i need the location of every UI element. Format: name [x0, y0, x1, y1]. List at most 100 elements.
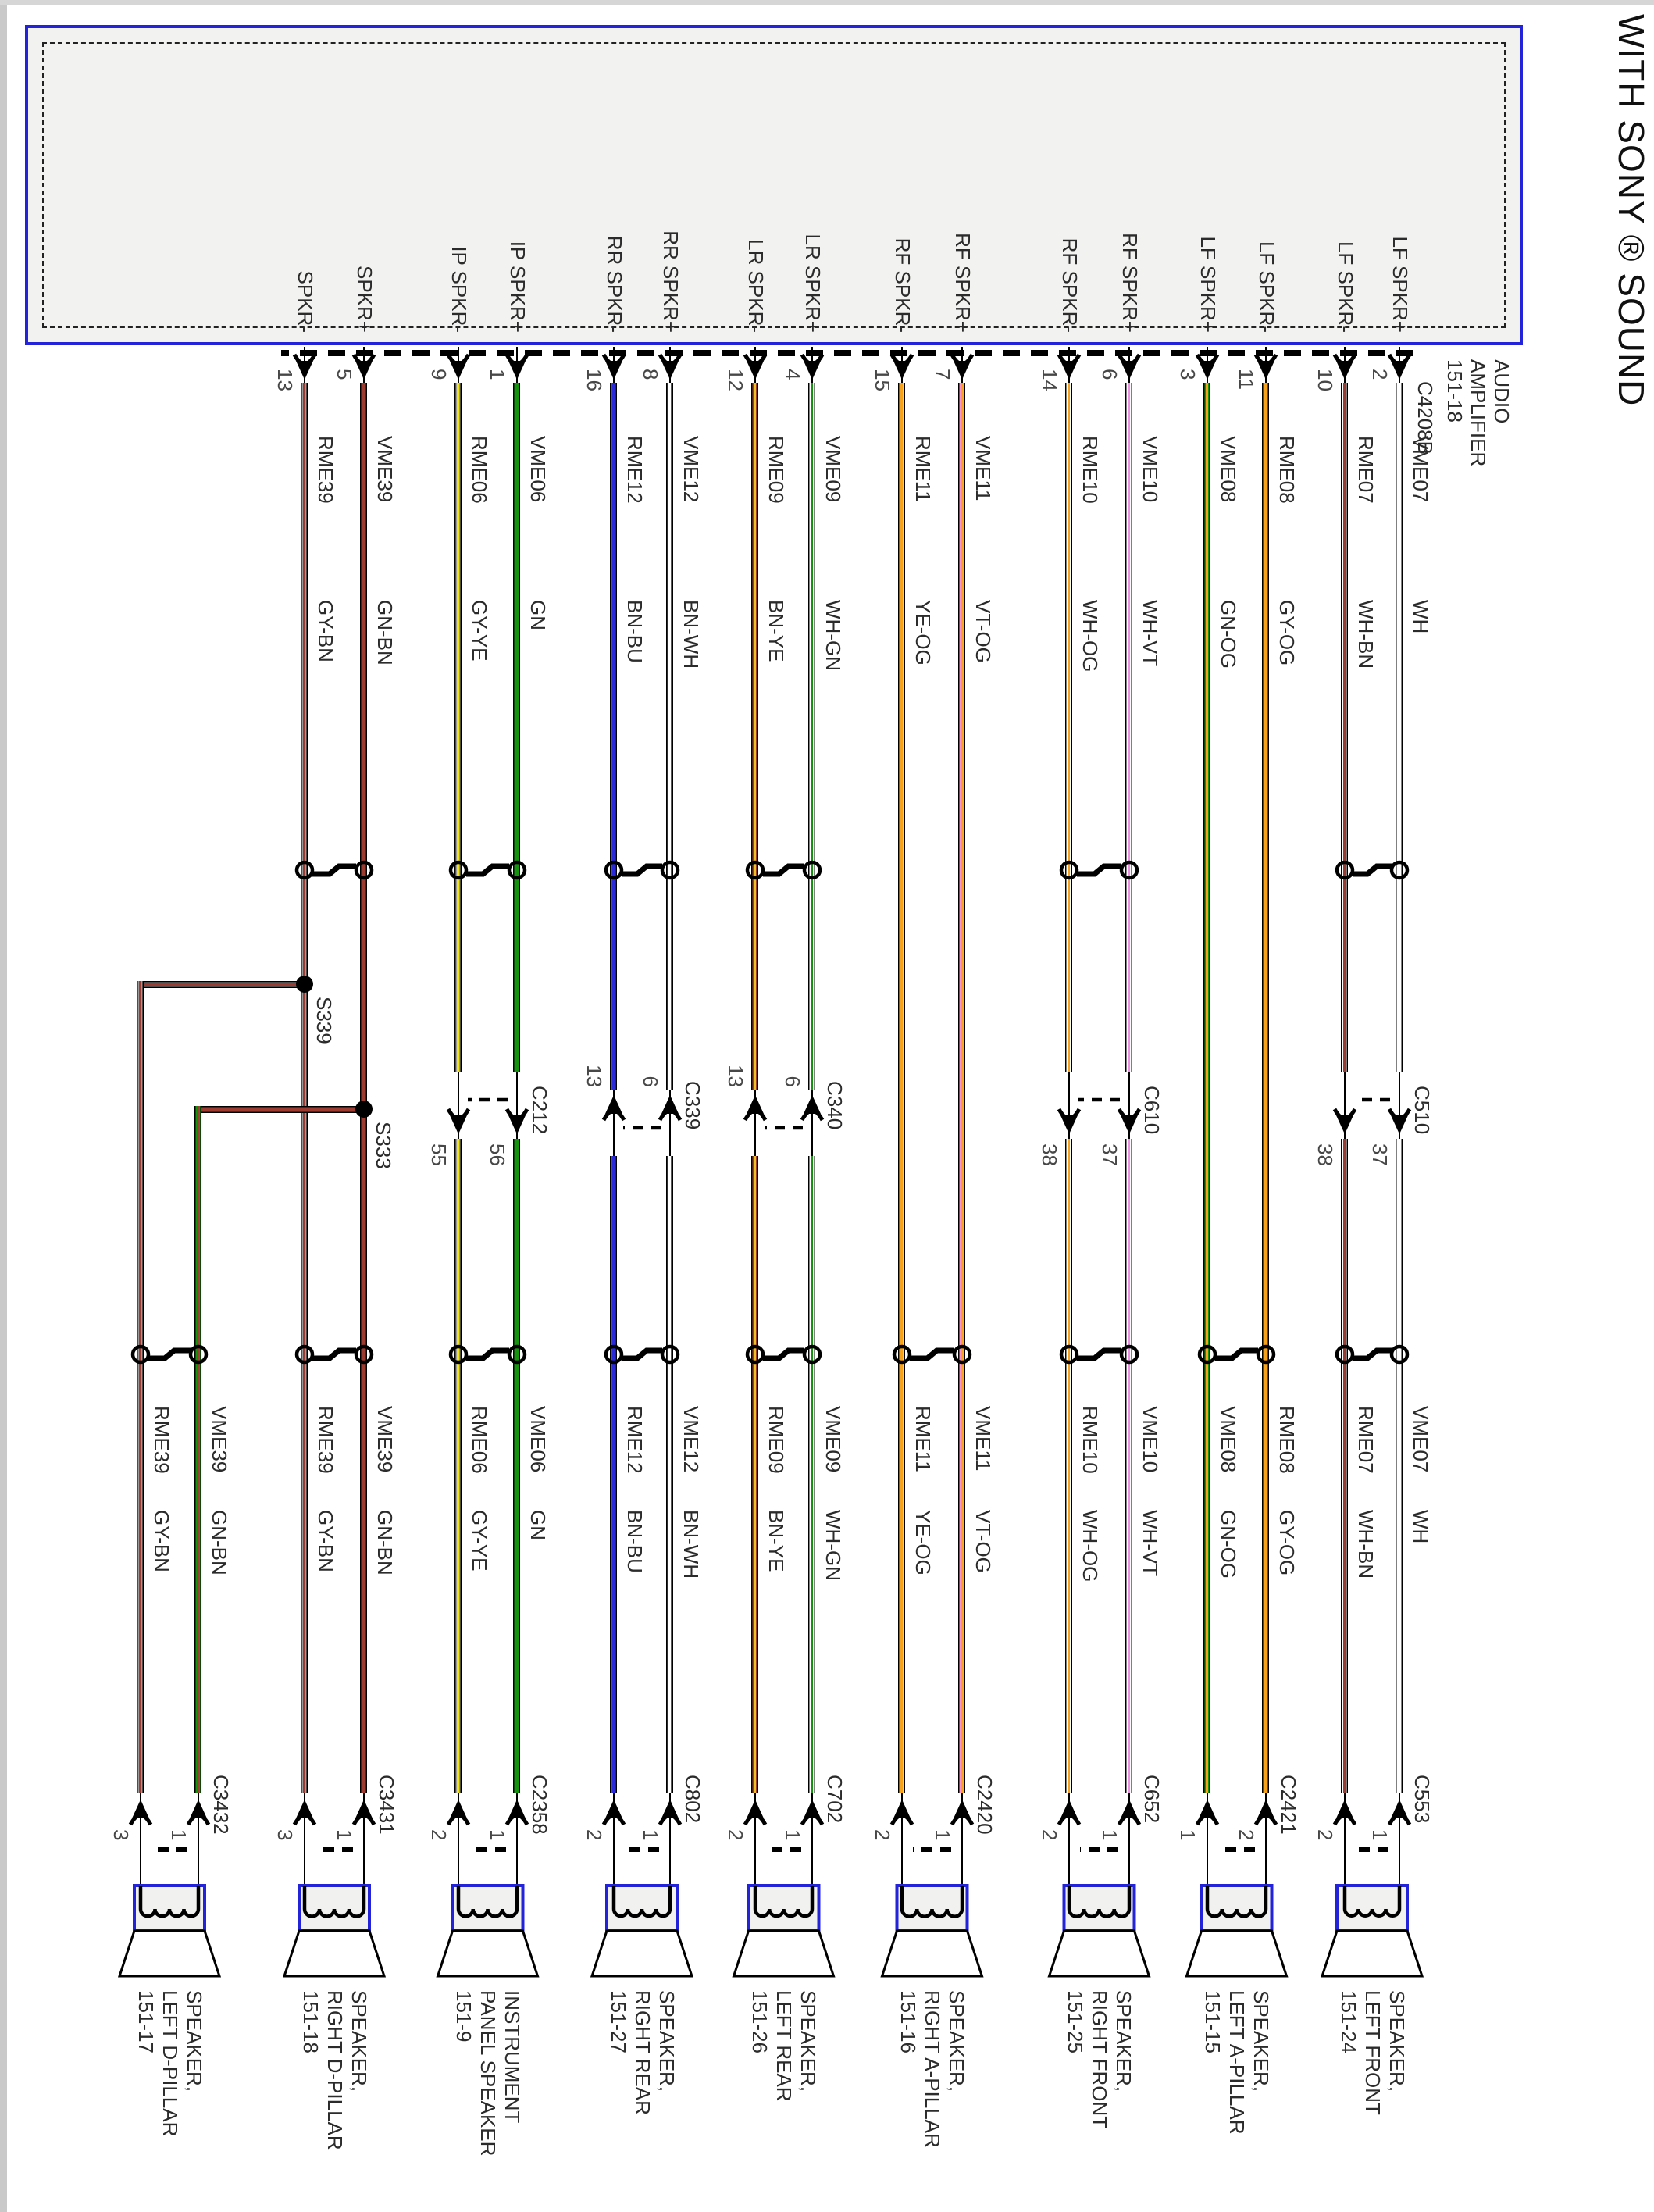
amp-pin-VME09: 4	[781, 369, 804, 380]
speaker-arrow-RME11	[893, 1800, 911, 1818]
inline-connector-ring	[604, 1344, 624, 1365]
amp-pin-RME07: 10	[1314, 369, 1337, 391]
color-label2-VME07: WH	[1409, 1510, 1432, 1544]
page-title: WITH SONY ® SOUND	[1611, 14, 1652, 407]
speaker-arrow-VME06	[504, 1813, 529, 1826]
speaker-pin-C553-2: 2	[1314, 1829, 1337, 1841]
amp-pin-VME11: 7	[931, 369, 954, 380]
speaker-coil-C2420	[900, 1886, 964, 1918]
amp-arrow-VME06	[504, 353, 529, 366]
amp-pin-VME10: 6	[1098, 369, 1121, 380]
amp-arrow-RME10	[1060, 361, 1078, 380]
speaker-coil-C2358	[456, 1886, 519, 1918]
amp-arrow-VME39	[351, 353, 376, 366]
speaker-arrow-branch-RME39	[128, 1813, 153, 1826]
mid-pin-C340-6: 6	[781, 1076, 804, 1087]
amp-arrow-VME10	[1117, 353, 1142, 366]
inline-connector-ring	[130, 1344, 151, 1365]
color-label2-RME12: BN-BU	[623, 1510, 647, 1573]
speaker-arrow-VME07	[1391, 1800, 1408, 1818]
speaker-pin-C2421-1: 1	[1176, 1829, 1200, 1841]
inline-connector-ring	[745, 1344, 765, 1365]
color-label-VME39: GN-BN	[373, 600, 397, 665]
amp-pin-VME06: 1	[486, 369, 509, 380]
speaker-arrow-VME12	[658, 1813, 683, 1826]
speaker-arrow-RME08	[1257, 1800, 1274, 1818]
amp-pin-label-VME12: RR SPKR+	[659, 230, 683, 333]
amplifier-name-line-3: 151-18	[1443, 359, 1467, 423]
speaker-name-C802-line-3: 151-27	[607, 1990, 630, 2053]
speaker-arrow-branch-VME39	[190, 1800, 207, 1818]
inline-connector-ring	[448, 1344, 469, 1365]
speaker-cone-C553	[1320, 1929, 1424, 1978]
circuit-label-VME06: VME06	[526, 436, 550, 503]
circuit-label2-VME08: VME08	[1217, 1406, 1240, 1473]
amp-arrow-VME09	[800, 353, 825, 366]
speaker-pin-C652-1: 1	[1098, 1829, 1121, 1841]
speaker-arrow-RME12	[601, 1813, 626, 1826]
mid-pin-C339-13: 13	[583, 1065, 606, 1087]
amp-arrow-RME10	[1057, 353, 1082, 366]
color-label-VME12: BN-WH	[679, 600, 703, 669]
speaker-name-C2420-line-2: RIGHT A-PILLAR	[921, 1990, 945, 2148]
speaker-arrow-RME07	[1336, 1800, 1353, 1818]
inline-connector-bar	[1353, 1347, 1392, 1361]
branch-color-label-VME39: GN-BN	[208, 1510, 231, 1575]
speaker-name-C553-line-1: SPEAKER,	[1385, 1990, 1409, 2092]
circuit-label-VME39: VME39	[373, 436, 397, 503]
inline-connector-bar	[148, 1347, 191, 1361]
speaker-arrow-VME39	[351, 1813, 376, 1826]
amp-pin-VME08: 3	[1176, 369, 1200, 380]
amp-pin-VME39: 5	[333, 369, 356, 380]
inline-connector-bar	[1353, 863, 1392, 877]
amp-pin-RME39: 13	[273, 369, 297, 391]
amp-arrow-VME08	[1199, 361, 1216, 380]
circuit-label2-RME39: RME39	[314, 1406, 337, 1474]
color-label2-VME06: GN	[526, 1510, 550, 1540]
amp-arrow-RME06	[446, 353, 471, 366]
speaker-arrow-branch-VME39	[186, 1813, 211, 1826]
speaker-pin-C3431-3: 3	[273, 1829, 297, 1841]
amp-arrow-RME09	[743, 353, 768, 366]
speaker-cone-C2420	[880, 1929, 984, 1978]
speaker-arrow-RME11	[889, 1813, 914, 1826]
speaker-cone-C2421	[1185, 1929, 1289, 1978]
speaker-name-C2421-line-2: LEFT A-PILLAR	[1225, 1990, 1249, 2135]
circuit-label2-RME12: RME12	[623, 1406, 647, 1474]
speaker-name-C702-line-2: LEFT REAR	[772, 1990, 797, 2102]
amp-pin-RME10: 14	[1038, 369, 1061, 391]
amp-arrow-VME08	[1195, 353, 1220, 366]
speaker-arrow-RME39	[292, 1813, 317, 1826]
speaker-name-C702-line-1: SPEAKER,	[797, 1990, 821, 2092]
inline-connector-ring	[892, 1344, 912, 1365]
color-label2-RME39: GY-BN	[314, 1510, 337, 1572]
inline-connector-bar	[312, 1347, 356, 1361]
speaker-coil-C802	[611, 1886, 672, 1918]
amp-pin-label-VME10: RF SPKR+	[1118, 233, 1142, 333]
amp-pin-RME11: 15	[871, 369, 894, 391]
circuit-label-VME09: VME09	[822, 436, 845, 503]
mid-pin-C510-37: 37	[1368, 1143, 1392, 1166]
inline-connector-bar	[763, 863, 804, 877]
speaker-arrow-VME09	[804, 1800, 821, 1818]
mid-pin-C340-13: 13	[724, 1065, 747, 1087]
amp-arrow-VME09	[804, 361, 821, 380]
circuit-label-RME08: RME08	[1275, 436, 1299, 504]
speaker-arrow-RME09	[747, 1800, 764, 1818]
mid-connector-label-C339: C339	[681, 1081, 704, 1130]
speaker-arrow-VME06	[508, 1800, 526, 1818]
amp-arrow-VME10	[1121, 361, 1138, 380]
color-label-VME06: GN	[526, 600, 550, 630]
splice-label-S333: S333	[372, 1122, 395, 1169]
inline-connector-ring	[660, 1344, 680, 1365]
color-label2-RME09: BN-YE	[765, 1510, 788, 1572]
speaker-cone-C652	[1047, 1929, 1151, 1978]
amp-arrow-RME39	[292, 353, 317, 366]
color-label2-RME07: WH-BN	[1354, 1510, 1378, 1579]
speaker-connector-label-C2420: C2420	[973, 1775, 996, 1835]
circuit-label2-VME39: VME39	[373, 1406, 397, 1473]
speaker-name-C652-line-3: 151-25	[1064, 1990, 1088, 2053]
amp-pin-label-VME39: SPKR+	[353, 266, 376, 333]
speaker-name-C3432-line-3: 151-17	[134, 1990, 158, 2053]
mid-connector-arrow-C212	[446, 1108, 471, 1121]
